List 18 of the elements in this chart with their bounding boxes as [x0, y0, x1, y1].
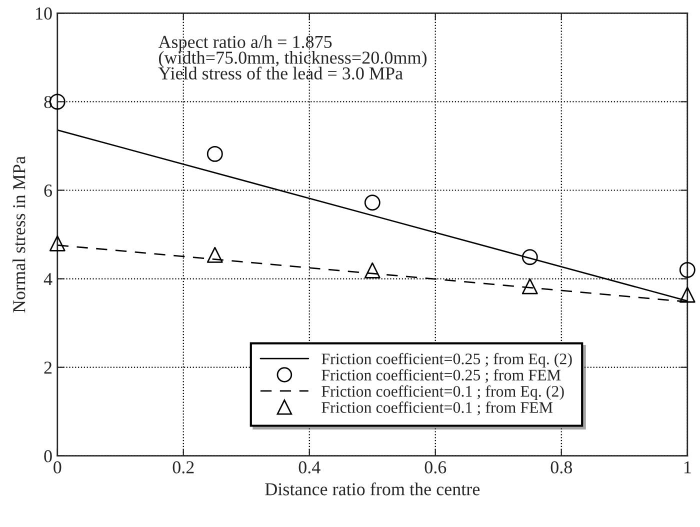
y-tick-label: 0 — [44, 450, 52, 462]
legend-label: Friction coefficient=0.1 ; from Eq. (2) — [322, 385, 564, 400]
y-tick-label: 4 — [44, 273, 52, 286]
x-tick-label: 0.6 — [424, 461, 446, 474]
x-axis-title: Distance ratio from the centre — [265, 482, 480, 496]
x-tick-label: 0.4 — [298, 461, 320, 474]
x-tick-label: 0.2 — [172, 461, 194, 474]
annotation: Aspect ratio a/h = 1.875 (width=75.0mm, thickness=20.0mm) Yield stress of the lead = 3.0 MPa — [158, 35, 427, 80]
y-tick-label: 2 — [44, 362, 52, 374]
y-tick-label: 6 — [44, 184, 52, 197]
y-tick-label: 10 — [36, 7, 52, 20]
legend-label: Friction coefficient=0.1 ; from FEM — [322, 402, 553, 416]
legend-label: Friction coefficient=0.25 ; from FEM — [322, 369, 561, 383]
x-tick-label: 0 — [54, 461, 62, 474]
x-tick-label: 1 — [684, 461, 691, 474]
legend-label: Friction coefficient=0.25 ; from Eq. (2) — [322, 352, 572, 368]
x-tick-label: 0.8 — [550, 461, 572, 474]
y-axis-title: Normal stress in MPa — [12, 156, 26, 312]
